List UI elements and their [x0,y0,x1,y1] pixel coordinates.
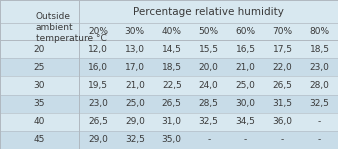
Text: 18,5: 18,5 [162,63,182,72]
Text: -: - [318,117,321,126]
Text: 36,0: 36,0 [272,117,293,126]
Text: 26,5: 26,5 [162,99,182,108]
Text: 16,0: 16,0 [88,63,108,72]
Bar [79,23,338,40]
Text: 28,5: 28,5 [199,99,219,108]
Text: 13,0: 13,0 [125,45,145,54]
Text: Percentage relative humidity: Percentage relative humidity [133,7,284,17]
Text: 20,0: 20,0 [199,63,219,72]
Bar [0,58,338,76]
Text: 23,0: 23,0 [310,63,330,72]
Text: 32,5: 32,5 [310,99,330,108]
Text: 18,5: 18,5 [310,45,330,54]
Text: 29,0: 29,0 [88,135,108,144]
Text: 23,0: 23,0 [88,99,108,108]
Bar [0,131,338,149]
Text: 25: 25 [33,63,45,72]
Text: -: - [244,135,247,144]
Text: 30%: 30% [125,27,145,36]
Text: 60%: 60% [236,27,256,36]
Text: 31,5: 31,5 [272,99,293,108]
Bar [0,76,338,95]
Text: 14,5: 14,5 [162,45,182,54]
Text: 26,5: 26,5 [273,81,292,90]
Text: 19,5: 19,5 [88,81,108,90]
Text: 24,0: 24,0 [199,81,219,90]
Text: 45: 45 [33,135,45,144]
Text: -: - [281,135,284,144]
Text: 30,0: 30,0 [236,99,256,108]
Text: 20: 20 [33,45,45,54]
Text: 30: 30 [33,81,45,90]
Text: 15,5: 15,5 [199,45,219,54]
Text: 29,0: 29,0 [125,117,145,126]
Text: 35: 35 [33,99,45,108]
Text: 80%: 80% [310,27,330,36]
Text: 17,0: 17,0 [125,63,145,72]
Text: 21,0: 21,0 [236,63,256,72]
Text: 17,5: 17,5 [272,45,293,54]
Text: 40%: 40% [162,27,182,36]
Text: 70%: 70% [272,27,293,36]
Text: 40: 40 [33,117,45,126]
Bar [79,0,338,23]
Bar [0,40,338,58]
Text: 26,5: 26,5 [88,117,108,126]
Text: 20%: 20% [88,27,108,36]
Text: 28,0: 28,0 [310,81,330,90]
Text: 16,5: 16,5 [236,45,256,54]
Text: 50%: 50% [199,27,219,36]
Text: 22,5: 22,5 [162,81,182,90]
Text: 22,0: 22,0 [273,63,292,72]
Text: 25,0: 25,0 [236,81,256,90]
Text: 25,0: 25,0 [125,99,145,108]
Text: 32,5: 32,5 [199,117,219,126]
Text: -: - [207,135,210,144]
Text: 34,5: 34,5 [236,117,256,126]
Bar [0,113,338,131]
Text: 12,0: 12,0 [88,45,108,54]
Text: -: - [318,135,321,144]
Text: 21,0: 21,0 [125,81,145,90]
Text: 31,0: 31,0 [162,117,182,126]
Text: Outside
ambient
temperature °C: Outside ambient temperature °C [36,12,106,43]
Text: 35,0: 35,0 [162,135,182,144]
Text: 32,5: 32,5 [125,135,145,144]
Bar [0,95,338,113]
